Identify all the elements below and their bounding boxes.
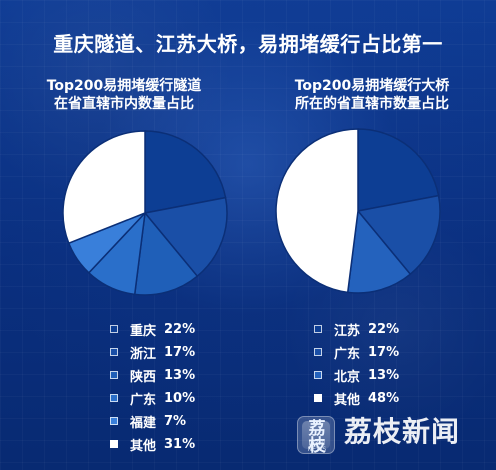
left-legend-item: 广东 10% [110,387,195,409]
right-legend-label: 北京 [334,369,361,385]
left-legend-value: 31% [164,436,196,452]
left-legend-swatch [110,348,118,356]
right-chart-title: Top200易拥堵缓行大桥 所在的省直辖市数量占比 [294,78,450,112]
left-legend: 重庆 22% 浙江 17% 陕西 13% 广东 10% 福建 7% 其他 31% [110,318,195,456]
right-legend-item: 北京 13% [314,364,399,386]
left-legend-item: 其他 31% [110,433,195,455]
brand-name: 荔枝新闻 [344,415,461,448]
right-legend-item: 江苏 22% [314,318,399,340]
right-legend-value: 22% [368,321,400,337]
left-chart-panel: Top200易拥堵缓行隧道 在省直辖市内数量占比 [0,78,248,378]
right-pie-slice-2 [356,194,441,276]
left-legend-label: 广东 [130,392,157,408]
left-legend-item: 福建 7% [110,410,195,432]
brand-mark-icon: 荔枝 LIZHI NEWS [297,416,335,456]
left-pie-chart [62,130,228,296]
page-title: 重庆隧道、江苏大桥，易拥堵缓行占比第一 [53,32,443,56]
left-legend-item: 陕西 13% [110,364,195,386]
left-legend-item: 重庆 22% [110,318,195,340]
brand-mark-subtext: LIZHI NEWS [307,440,327,453]
left-legend-value: 10% [164,390,196,406]
right-chart-panel: Top200易拥堵缓行大桥 所在的省直辖市数量占比 [248,78,496,378]
left-legend-swatch [110,440,118,448]
left-pie-slice-3 [133,211,199,296]
right-legend-item: 其他 48% [314,387,399,409]
left-legend-label: 福建 [130,415,157,431]
brand-logo: 荔枝 LIZHI NEWS 荔枝新闻 [297,413,477,455]
left-pie-slice-6 [62,130,146,245]
left-legend-value: 22% [164,321,196,337]
left-legend-label: 浙江 [130,346,157,362]
right-pie-slice-4 [275,128,359,294]
left-legend-label: 重庆 [130,323,157,339]
right-legend-label: 广东 [334,346,361,362]
right-legend-value: 17% [368,344,400,360]
left-chart-title: Top200易拥堵缓行隧道 在省直辖市内数量占比 [46,78,202,112]
left-legend-value: 7% [164,413,187,429]
left-legend-label: 其他 [130,438,157,454]
left-legend-item: 浙江 17% [110,341,195,363]
right-pie-slice-3 [346,209,412,294]
right-legend-swatch [314,371,322,379]
right-legend-swatch [314,325,322,333]
right-legend-item: 广东 17% [314,341,399,363]
right-pie-slice-1 [357,128,440,212]
left-legend-swatch [110,417,118,425]
left-legend-label: 陕西 [130,369,157,385]
left-legend-value: 17% [164,344,196,360]
right-legend-value: 13% [368,367,400,383]
left-legend-swatch [110,394,118,402]
left-legend-swatch [110,371,118,379]
right-legend-value: 48% [368,390,400,406]
left-pie-slice-2 [143,196,228,278]
left-legend-swatch [110,325,118,333]
right-legend-label: 江苏 [334,323,361,339]
brand-mark-text: 荔枝 [308,419,326,456]
left-legend-value: 13% [164,367,196,383]
right-legend-swatch [314,394,322,402]
right-legend-label: 其他 [334,392,361,408]
right-legend: 江苏 22% 广东 17% 北京 13% 其他 48% [314,318,399,410]
right-legend-swatch [314,348,322,356]
left-pie-slice-1 [144,130,227,214]
right-pie-chart [275,128,441,294]
